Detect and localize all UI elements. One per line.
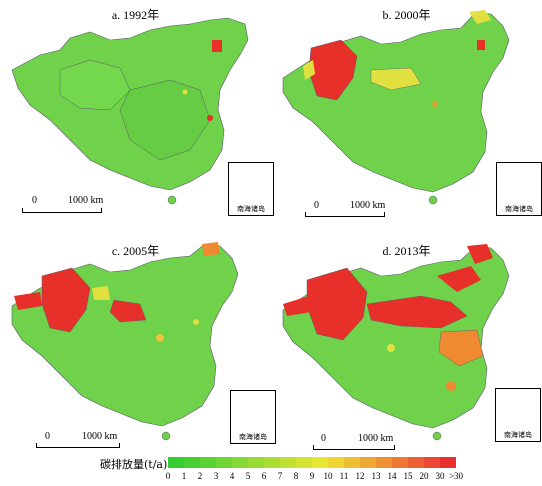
legend-swatch <box>408 457 424 468</box>
legend-label: 2 <box>197 471 203 481</box>
legend-swatch <box>424 457 440 468</box>
south-china-sea-inset: 南海诸岛 <box>496 162 542 216</box>
legend-label: 15 <box>403 471 413 481</box>
legend-swatch <box>328 457 344 468</box>
inset-label: 南海诸岛 <box>237 205 265 213</box>
inset-label: 南海诸岛 <box>504 431 532 439</box>
legend-label: 13 <box>371 471 381 481</box>
legend-swatch <box>376 457 392 468</box>
legend-label: 11 <box>339 471 349 481</box>
scale-zero: 0 <box>314 200 319 211</box>
south-china-sea-inset: 南海诸岛 <box>230 390 276 444</box>
china-map <box>282 244 510 441</box>
legend-label: 6 <box>261 471 267 481</box>
legend-swatch <box>264 457 280 468</box>
legend-swatch <box>344 457 360 468</box>
map-panel-2005: c. 2005年 南海诸岛 0 1000 km <box>0 236 276 474</box>
legend-label: 1 <box>181 471 187 481</box>
inset-label: 南海诸岛 <box>239 433 267 441</box>
legend-swatch <box>280 457 296 468</box>
map-panel-2000: b. 2000年 南海诸岛 0 1000 km <box>271 0 542 238</box>
legend-label: 9 <box>309 471 315 481</box>
panel-title: a. 1992年 <box>111 8 160 22</box>
scale-text: 1000 km <box>358 433 394 444</box>
legend-swatch <box>296 457 312 468</box>
legend-label: 5 <box>245 471 251 481</box>
scale-bar <box>36 443 120 448</box>
legend-label: 14 <box>387 471 397 481</box>
legend-label: 30 <box>435 471 445 481</box>
china-map <box>282 10 510 205</box>
china-map <box>11 17 249 205</box>
legend-swatch <box>200 457 216 468</box>
legend-title: 碳排放量(t/a) <box>100 458 168 471</box>
legend-swatch <box>216 457 232 468</box>
scale-bar <box>22 208 102 213</box>
legend-label: 4 <box>229 471 235 481</box>
scale-text: 1000 km <box>82 431 118 442</box>
inset-label: 南海诸岛 <box>505 205 533 213</box>
legend-swatch <box>440 457 456 468</box>
legend-label: 7 <box>277 471 283 481</box>
legend-swatch <box>248 457 264 468</box>
legend-label: 12 <box>355 471 365 481</box>
scale-zero: 0 <box>45 431 50 442</box>
south-china-sea-inset: 南海诸岛 <box>228 162 274 216</box>
legend-labels: 0 1 2 3 4 5 6 7 8 9 10 11 12 13 14 15 20 30 >30 <box>160 471 464 481</box>
south-china-sea-inset: 南海诸岛 <box>495 388 541 442</box>
legend-swatch <box>392 457 408 468</box>
legend-swatch <box>232 457 248 468</box>
legend-color-bar <box>168 457 456 468</box>
legend-swatch <box>168 457 184 468</box>
scale-text: 1000 km <box>68 195 104 206</box>
legend-label: 8 <box>293 471 299 481</box>
panel-title: d. 2013年 <box>382 244 431 258</box>
scale-bar <box>305 212 385 217</box>
legend-swatch <box>312 457 328 468</box>
map-panel-1992: a. 1992年 南海诸岛 0 1000 km <box>0 0 274 238</box>
legend-label: >30 <box>448 471 464 481</box>
scale-zero: 0 <box>32 195 37 206</box>
scale-zero: 0 <box>321 433 326 444</box>
panel-title: b. 2000年 <box>382 8 431 22</box>
legend-swatch <box>360 457 376 468</box>
legend-label: 0 <box>165 471 171 481</box>
panel-title: c. 2005年 <box>111 244 160 258</box>
scale-bar <box>313 445 395 450</box>
china-map <box>11 242 239 441</box>
legend-label: 10 <box>323 471 333 481</box>
scale-text: 1000 km <box>350 200 386 211</box>
legend-label: 20 <box>419 471 429 481</box>
legend-swatch <box>184 457 200 468</box>
legend-label: 3 <box>213 471 219 481</box>
map-panel-2013: d. 2013年 南海诸岛 0 1000 km <box>271 236 542 474</box>
